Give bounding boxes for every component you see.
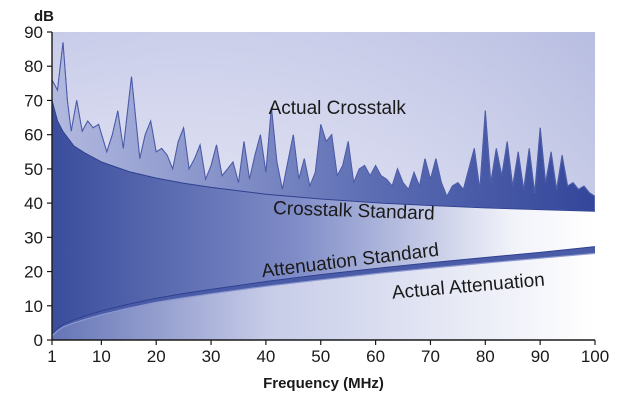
- actual-crosstalk-line: [52, 42, 595, 198]
- x-tick-label: 60: [366, 347, 385, 366]
- y-tick-label: 40: [24, 194, 43, 213]
- actual-attenuation-line: [52, 252, 595, 337]
- attenuation-band: [52, 246, 595, 336]
- x-tick-label: 100: [581, 347, 609, 366]
- y-tick-label: 20: [24, 263, 43, 282]
- y-tick-label: 60: [24, 126, 43, 145]
- x-tick-label: 50: [311, 347, 330, 366]
- y-tick-label: 80: [24, 57, 43, 76]
- x-tick-label: 80: [476, 347, 495, 366]
- x-tick-label: 20: [147, 347, 166, 366]
- y-tick-label: 50: [24, 160, 43, 179]
- x-tick-label: 10: [92, 347, 111, 366]
- series-annotation: Actual Crosstalk: [269, 98, 407, 119]
- x-tick-label: 90: [531, 347, 550, 366]
- crosstalk-margin-area: [52, 100, 595, 334]
- below-attenuation-area: [52, 253, 595, 340]
- y-tick-label: 10: [24, 297, 43, 316]
- x-tick-label: 1: [47, 347, 56, 366]
- y-tick-label: 90: [24, 23, 43, 42]
- x-tick-label: 70: [421, 347, 440, 366]
- attenuation-standard-line: [52, 246, 595, 334]
- y-tick-label: 0: [34, 331, 43, 350]
- x-tick-label: 30: [202, 347, 221, 366]
- y-tick-label: 70: [24, 91, 43, 110]
- y-tick-label: 30: [24, 228, 43, 247]
- crosstalk-standard-line: [52, 100, 595, 212]
- x-tick-label: 40: [256, 347, 275, 366]
- y-axis-title: dB: [34, 8, 54, 25]
- x-axis-title: Frequency (MHz): [263, 375, 384, 392]
